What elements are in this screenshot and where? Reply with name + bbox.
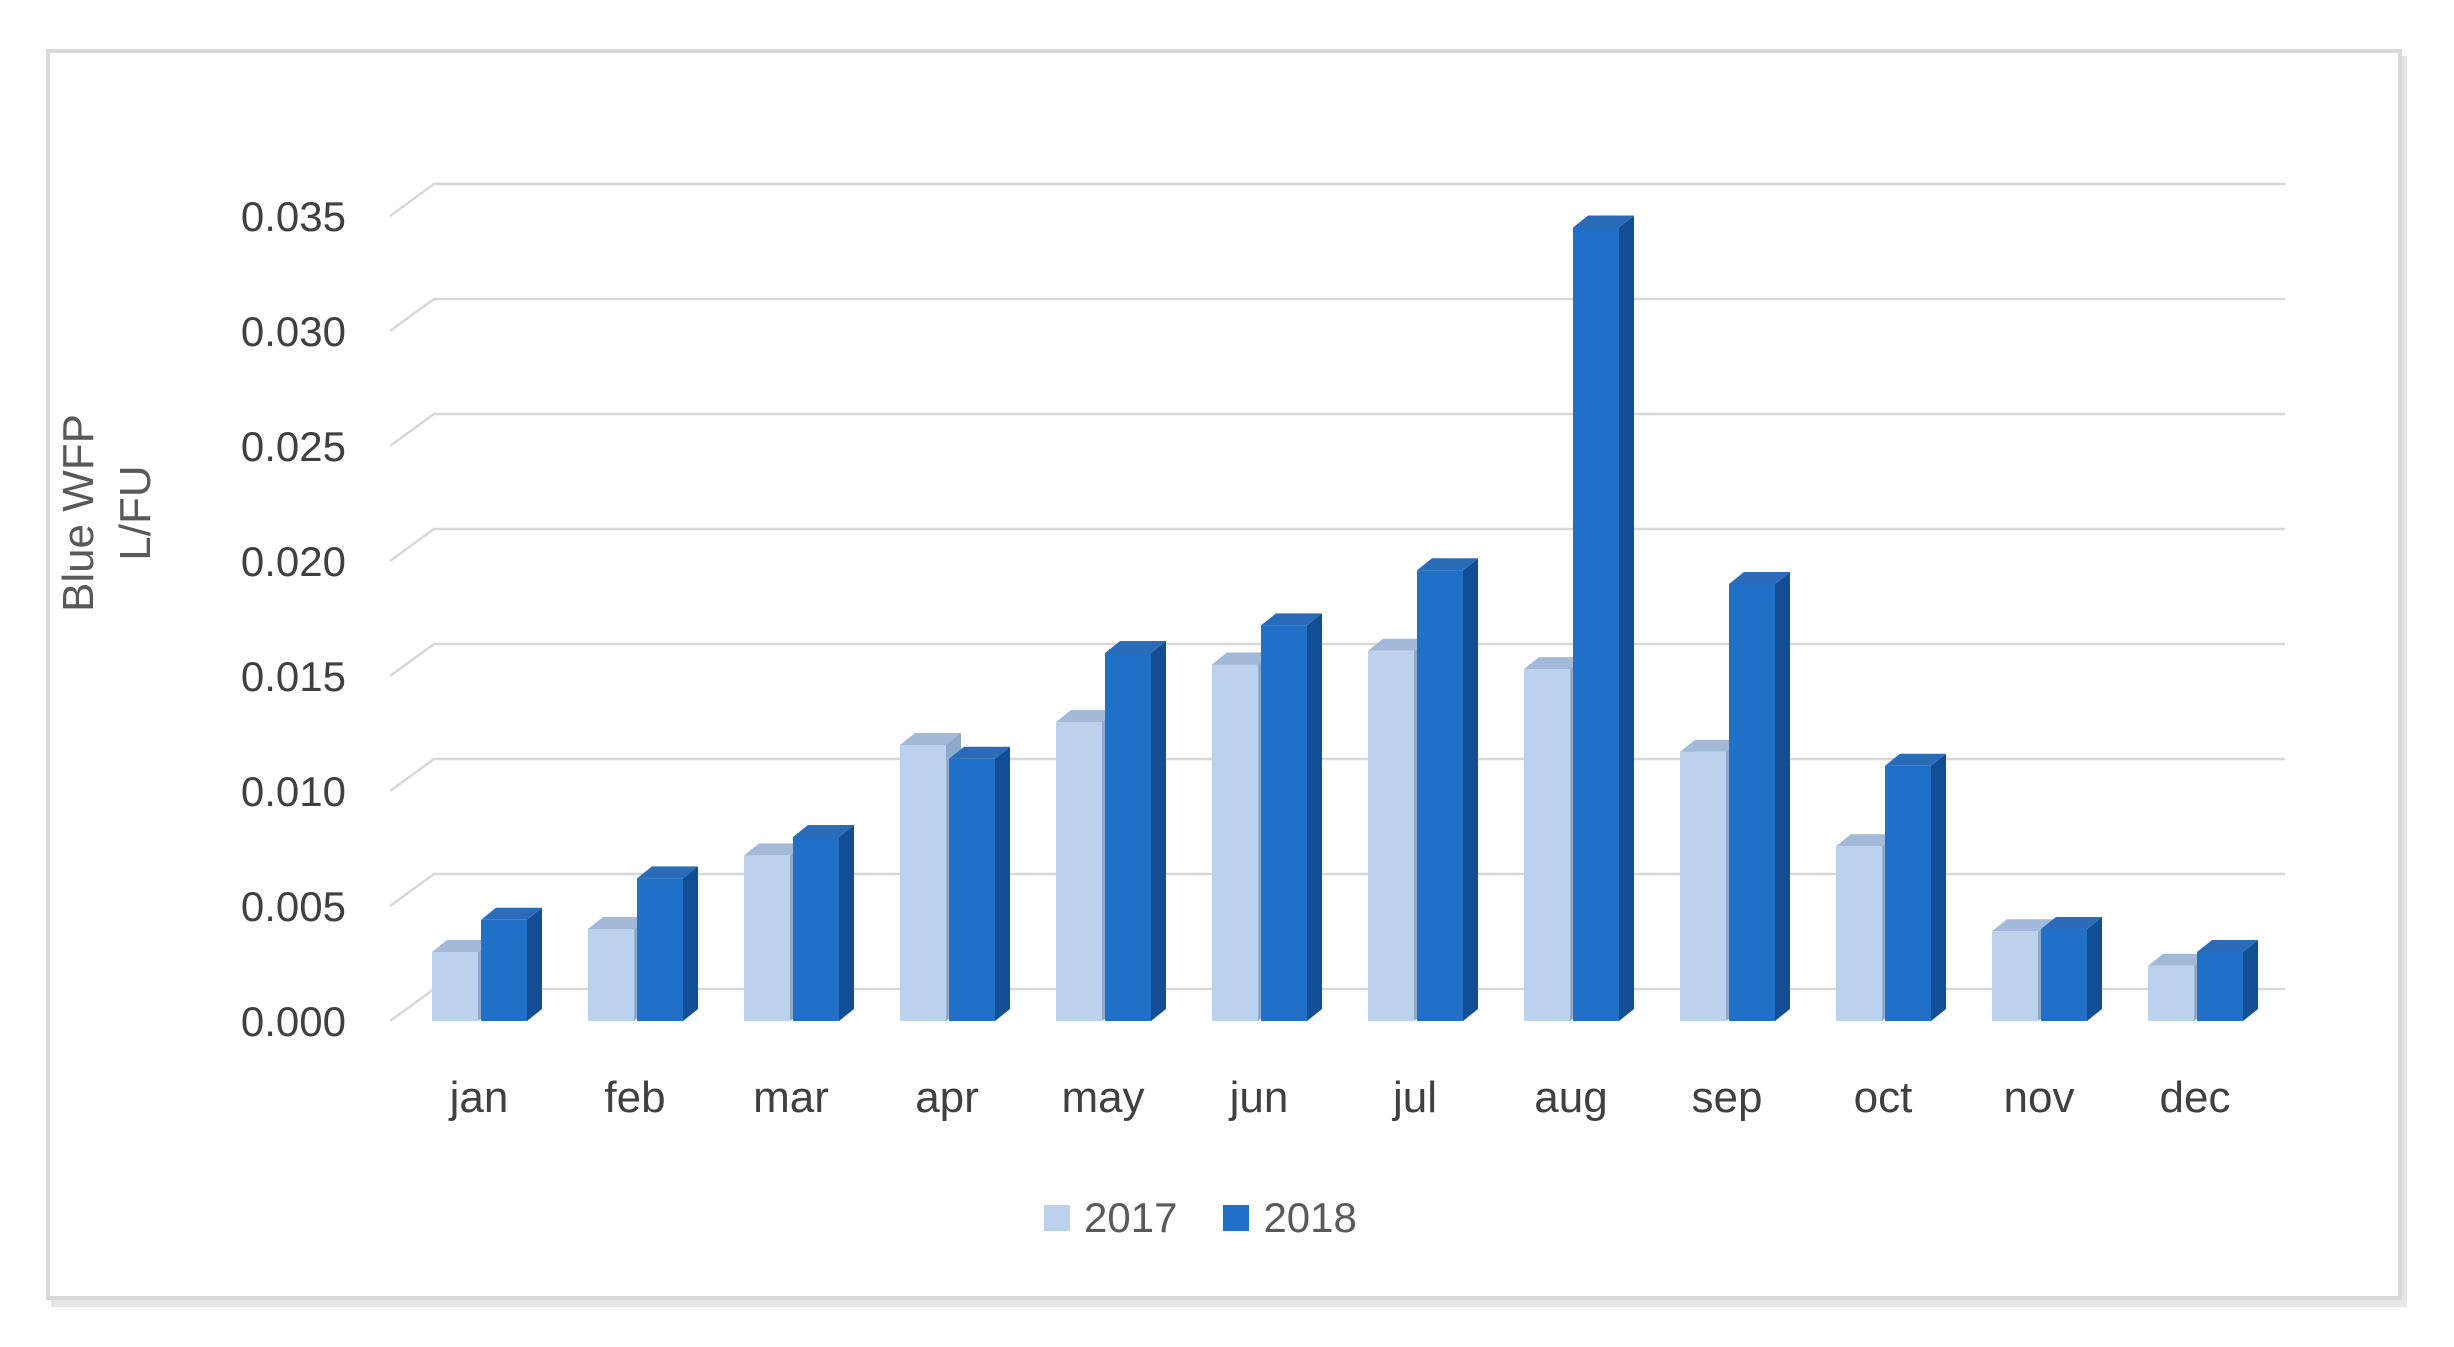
x-tick-label-apr: apr — [915, 1073, 979, 1122]
legend-item-2018: 2018 — [1223, 1194, 1357, 1242]
bar-2017-may-top — [1056, 710, 1117, 722]
x-tick-label-feb: feb — [604, 1073, 665, 1122]
legend-swatch-2017 — [1044, 1205, 1070, 1231]
bar-2018-jun-top — [1261, 613, 1322, 626]
bar-2017-oct — [1836, 846, 1882, 1021]
bar-2018-jul-side — [1463, 558, 1478, 1021]
legend: 2017 2018 — [1044, 1194, 1357, 1242]
bar-2017-mar-top — [744, 843, 805, 856]
bar-2017-feb — [588, 929, 634, 1021]
x-tick-label-dec: dec — [2160, 1073, 2231, 1122]
bar-2018-oct — [1885, 765, 1931, 1021]
legend-item-2017: 2017 — [1044, 1194, 1177, 1242]
y-tick-label: 0.030 — [241, 308, 346, 355]
bar-2017-jul-top — [1368, 638, 1429, 651]
bar-2017-jun — [1212, 664, 1258, 1021]
bar-2018-dec-top — [2197, 940, 2258, 952]
bar-2017-mar — [744, 855, 790, 1021]
legend-label-2018: 2018 — [1263, 1194, 1357, 1241]
x-tick-label-aug: aug — [1534, 1073, 1607, 1122]
y-axis-title: Blue WFP L/FU — [50, 293, 166, 733]
bar-2018-jul-top — [1417, 558, 1478, 571]
bar-2017-nov — [1992, 931, 2038, 1021]
bar-2018-jan-top — [481, 907, 542, 920]
bar-2018-sep-top — [1729, 572, 1790, 584]
bar-2017-jul — [1368, 650, 1414, 1021]
bar-2017-feb-top — [588, 917, 649, 929]
bar-2018-mar-top — [793, 825, 854, 837]
bar-2018-may-side — [1151, 641, 1166, 1021]
y-tick-label: 0.015 — [241, 653, 346, 700]
bar-2018-jan — [481, 919, 527, 1021]
bar-2017-nov-top — [1992, 919, 2053, 932]
gridline — [389, 297, 2285, 333]
bar-2017-sep — [1680, 751, 1726, 1021]
bar-2017-aug-top — [1524, 657, 1585, 670]
x-tick-label-jun: jun — [1228, 1073, 1289, 1122]
y-tick-label: 0.020 — [241, 538, 346, 585]
y-tick-label: 0.005 — [241, 883, 346, 930]
bar-2018-dec — [2197, 952, 2243, 1021]
bar-2017-dec — [2148, 965, 2194, 1021]
bar-2018-sep — [1729, 584, 1775, 1021]
bar-2018-oct-top — [1885, 753, 1946, 766]
bar-2018-jul — [1417, 570, 1463, 1021]
x-tick-label-jan: jan — [448, 1073, 509, 1122]
x-tick-label-mar: mar — [753, 1073, 829, 1122]
bar-2018-apr-top — [949, 746, 1010, 759]
bar-2018-feb-top — [637, 866, 698, 879]
bar-2017-dec-top — [2148, 953, 2209, 966]
bar-2018-jun-side — [1307, 613, 1322, 1021]
x-tick-label-sep: sep — [1692, 1073, 1763, 1122]
bar-2018-dec-side — [2243, 940, 2258, 1021]
y-tick-label: 0.000 — [241, 998, 346, 1045]
bar-2017-jun-top — [1212, 652, 1273, 665]
bar-2018-jan-side — [527, 907, 542, 1021]
bar-2017-sep-top — [1680, 739, 1741, 752]
gridline — [389, 527, 2285, 563]
bar-2018-apr — [949, 758, 995, 1021]
bar-2017-oct-top — [1836, 834, 1897, 847]
bar-2018-feb — [637, 878, 683, 1021]
bar-2017-jan — [432, 952, 478, 1021]
gridline — [389, 412, 2285, 448]
gridline — [389, 757, 2285, 793]
y-tick-label: 0.035 — [241, 193, 346, 240]
bar-2018-aug-top — [1573, 215, 1634, 228]
gridline — [389, 182, 2285, 218]
legend-swatch-2018 — [1223, 1205, 1250, 1231]
x-tick-label-oct: oct — [1854, 1073, 1913, 1122]
bar-2018-aug — [1573, 227, 1619, 1021]
bar-2017-aug — [1524, 669, 1570, 1021]
y-axis-title-line1: Blue WFP — [54, 413, 103, 613]
bar-2018-mar-side — [839, 825, 854, 1021]
bar-2018-may — [1105, 653, 1151, 1021]
bar-2018-aug-side — [1619, 215, 1634, 1021]
y-axis-title-line2: L/FU — [111, 465, 161, 561]
bar-2018-oct-side — [1931, 753, 1946, 1021]
legend-label-2017: 2017 — [1084, 1194, 1178, 1241]
x-tick-label-jul: jul — [1391, 1073, 1437, 1122]
bar-2018-may-top — [1105, 641, 1166, 653]
x-tick-label-nov: nov — [2004, 1073, 2075, 1122]
bar-2018-mar — [793, 837, 839, 1021]
bar-2018-nov-top — [2041, 917, 2102, 929]
bar-2017-jan-top — [432, 940, 493, 952]
y-tick-label: 0.010 — [241, 768, 346, 815]
x-tick-label-may: may — [1061, 1073, 1144, 1122]
bar-2018-nov-side — [2087, 917, 2102, 1021]
bar-2017-apr-top — [900, 733, 961, 745]
bar-2018-sep-side — [1775, 572, 1790, 1021]
gridline — [389, 642, 2285, 678]
gridline — [389, 872, 2285, 908]
bar-2017-apr — [900, 745, 946, 1021]
bar-2017-may — [1056, 722, 1102, 1021]
bar-2018-feb-side — [683, 866, 698, 1021]
bar-2018-apr-side — [995, 746, 1010, 1021]
y-tick-label: 0.025 — [241, 423, 346, 470]
bar-2018-nov — [2041, 929, 2087, 1021]
bar-2018-jun — [1261, 625, 1307, 1021]
